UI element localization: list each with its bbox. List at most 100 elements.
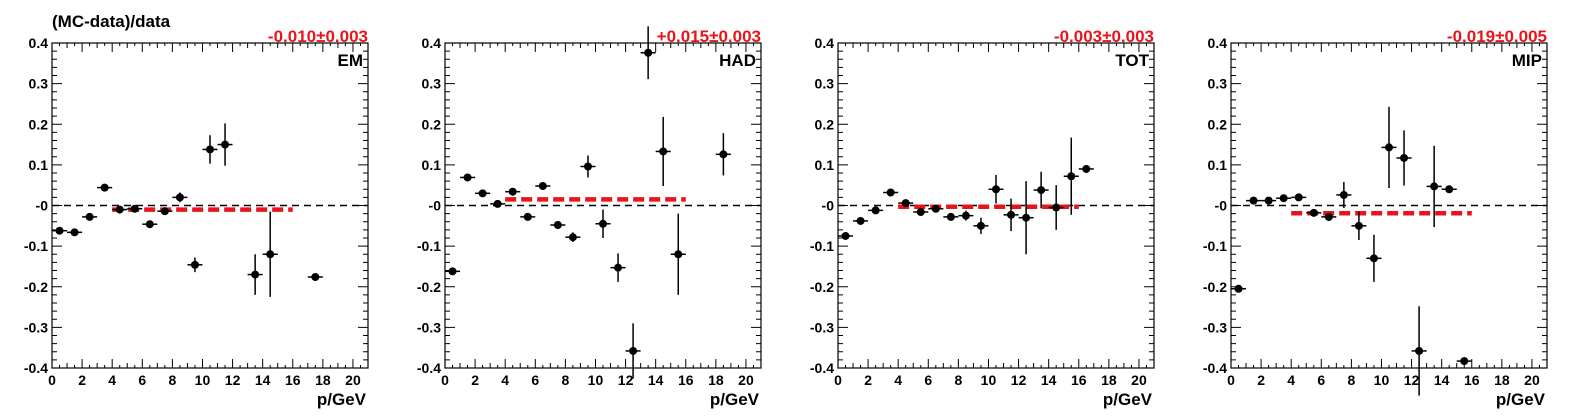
data-marker: [886, 188, 895, 197]
data-point: [625, 323, 641, 379]
x-tick-label: 16: [678, 372, 694, 388]
data-marker: [1324, 212, 1333, 221]
data-marker: [946, 212, 955, 221]
data-point: [868, 206, 884, 215]
data-point: [202, 135, 218, 164]
y-tick-label: -0.3: [417, 319, 441, 335]
data-point: [1411, 306, 1427, 396]
data-point: [82, 212, 98, 221]
x-tick-label: 2: [1257, 372, 1265, 388]
data-point: [883, 188, 899, 197]
x-tick-label: 4: [1287, 372, 1295, 388]
data-marker: [1264, 196, 1273, 205]
y-tick-label: 0.2: [815, 116, 835, 132]
data-point: [127, 204, 143, 213]
data-marker: [1082, 164, 1091, 173]
x-tick-label: 4: [501, 372, 509, 388]
y-tick-label: 0.1: [422, 157, 442, 173]
data-marker: [901, 199, 910, 208]
data-marker: [659, 147, 668, 156]
data-marker: [478, 189, 487, 198]
y-tick-label: -0.2: [810, 279, 834, 295]
y-tick-label: -0: [822, 198, 835, 214]
figure-ylabel: (MC-data)/data: [52, 12, 171, 31]
data-point: [1063, 137, 1079, 215]
data-point: [490, 199, 506, 208]
data-point: [1018, 181, 1034, 255]
data-point: [247, 254, 263, 295]
data-point: [595, 209, 611, 238]
data-marker: [916, 208, 925, 216]
data-marker: [1294, 193, 1303, 202]
data-marker: [160, 207, 169, 216]
data-point: [1441, 185, 1457, 194]
x-tick-label: 0: [834, 372, 842, 388]
x-axis-label: p/GeV: [1103, 390, 1153, 409]
data-point: [1003, 198, 1019, 232]
x-tick-label: 18: [708, 372, 724, 388]
x-tick-label: 20: [345, 372, 361, 388]
data-point: [112, 205, 128, 214]
x-tick-label: 12: [618, 372, 634, 388]
data-point: [52, 226, 68, 235]
data-point: [1381, 106, 1397, 189]
x-tick-label: 2: [471, 372, 479, 388]
fit-label: -0.003±0.003: [1054, 27, 1154, 46]
data-point: [580, 155, 596, 178]
y-tick-label: -0.1: [1203, 238, 1227, 254]
data-marker: [841, 231, 850, 240]
data-marker: [1430, 182, 1439, 191]
data-point: [172, 192, 188, 203]
data-marker: [538, 182, 547, 190]
data-point: [1336, 181, 1352, 208]
data-point: [97, 183, 113, 192]
data-point: [1366, 234, 1382, 282]
data-point: [262, 211, 278, 297]
data-marker: [553, 221, 562, 229]
data-point: [1396, 130, 1412, 186]
data-point: [460, 173, 476, 182]
data-marker: [175, 193, 184, 202]
x-tick-label: 14: [648, 372, 664, 388]
data-point: [1306, 208, 1322, 217]
data-point: [217, 123, 233, 166]
y-tick-label: 0.4: [422, 35, 442, 51]
x-tick-label: 10: [588, 372, 604, 388]
data-marker: [1007, 210, 1016, 219]
x-axis-label: p/GeV: [317, 390, 367, 409]
y-tick-label: 0.3: [422, 76, 442, 92]
y-tick-label: -0.1: [417, 238, 441, 254]
data-marker: [221, 140, 230, 149]
x-tick-label: 12: [225, 372, 241, 388]
x-tick-label: 12: [1404, 372, 1420, 388]
data-point: [67, 228, 83, 237]
panels: 0 2 4 6 8 10 12 14 16 18 20-0.4-0.3-0.2-0.1-00.10.…: [24, 26, 1548, 409]
data-point: [1426, 145, 1442, 228]
data-point: [640, 26, 656, 80]
y-tick-label: -0: [1215, 198, 1228, 214]
x-tick-label: 18: [1494, 372, 1510, 388]
data-marker: [1369, 254, 1378, 263]
y-tick-label: 0.4: [1208, 35, 1228, 51]
x-tick-label: 0: [441, 372, 449, 388]
x-tick-label: 10: [1374, 372, 1390, 388]
y-tick-label: -0.3: [810, 319, 834, 335]
x-tick-label: 6: [1317, 372, 1325, 388]
data-marker: [1339, 190, 1348, 199]
data-marker: [266, 250, 275, 259]
y-tick-label: 0.1: [29, 157, 49, 173]
data-point: [142, 220, 158, 229]
y-tick-label: 0.3: [29, 76, 49, 92]
data-point: [475, 189, 491, 198]
data-point: [307, 273, 323, 281]
y-tick-label: 0.2: [422, 116, 442, 132]
data-marker: [251, 270, 260, 279]
x-tick-label: 8: [168, 372, 176, 388]
x-tick-label: 14: [255, 372, 271, 388]
x-tick-label: 20: [1131, 372, 1147, 388]
x-tick-label: 10: [195, 372, 211, 388]
y-tick-label: -0.3: [1203, 319, 1227, 335]
x-tick-label: 20: [738, 372, 754, 388]
data-point: [655, 116, 671, 186]
data-point: [1291, 193, 1307, 202]
